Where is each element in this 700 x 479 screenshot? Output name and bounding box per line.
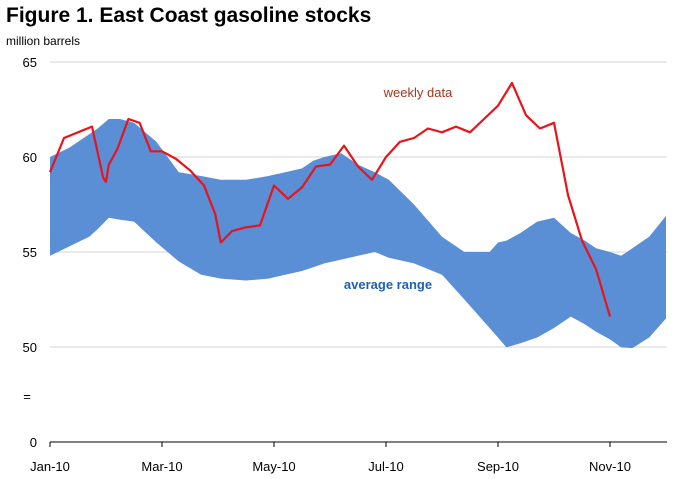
x-tick-label: Jan-10: [30, 459, 70, 474]
chart-title: Figure 1. East Coast gasoline stocks: [6, 4, 372, 27]
average-range-band: [50, 119, 666, 349]
average-range-label: average range: [344, 277, 432, 292]
axis-break-marker: =: [23, 389, 31, 404]
x-tick-label: Nov-10: [589, 459, 631, 474]
x-tick-label: May-10: [252, 459, 295, 474]
y-tick-label: 60: [23, 150, 37, 165]
x-tick-label: Jul-10: [368, 459, 403, 474]
y-tick-label: 55: [23, 245, 37, 260]
y-tick-label: 65: [23, 55, 37, 70]
y-axis-unit-label: million barrels: [6, 34, 81, 48]
weekly-data-line: [48, 81, 612, 317]
x-tick-label: Sep-10: [477, 459, 519, 474]
y-tick-label: 50: [23, 340, 37, 355]
weekly-data-label: weekly data: [383, 85, 453, 100]
y-tick-label: 0: [30, 435, 37, 450]
x-tick-label: Mar-10: [141, 459, 182, 474]
